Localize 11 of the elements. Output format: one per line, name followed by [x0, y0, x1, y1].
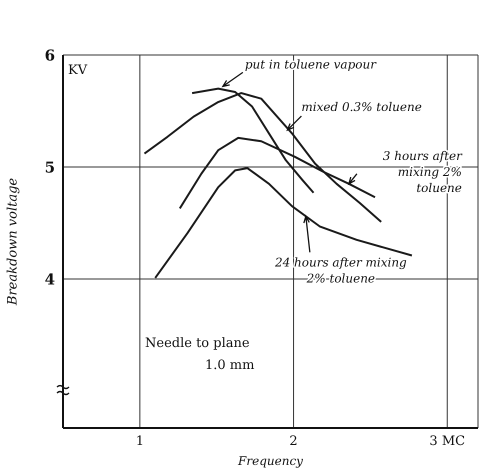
- annotation: KV: [68, 62, 88, 80]
- annotation: Needle to plane 1.0 mm: [145, 335, 254, 375]
- annotation: mixed 0.3% toluene: [301, 100, 422, 114]
- y-axis-title: Breakdown voltage: [6, 178, 21, 306]
- y-tick-label: 4: [44, 270, 55, 288]
- x-tick-label: 1: [136, 434, 144, 450]
- x-axis-title: Frequency: [237, 454, 304, 468]
- x-tick-label: 2: [289, 434, 298, 450]
- x-tick-label: 3 MC: [429, 434, 466, 450]
- y-tick-label: 5: [44, 158, 55, 176]
- y-tick-label: 6: [44, 46, 55, 64]
